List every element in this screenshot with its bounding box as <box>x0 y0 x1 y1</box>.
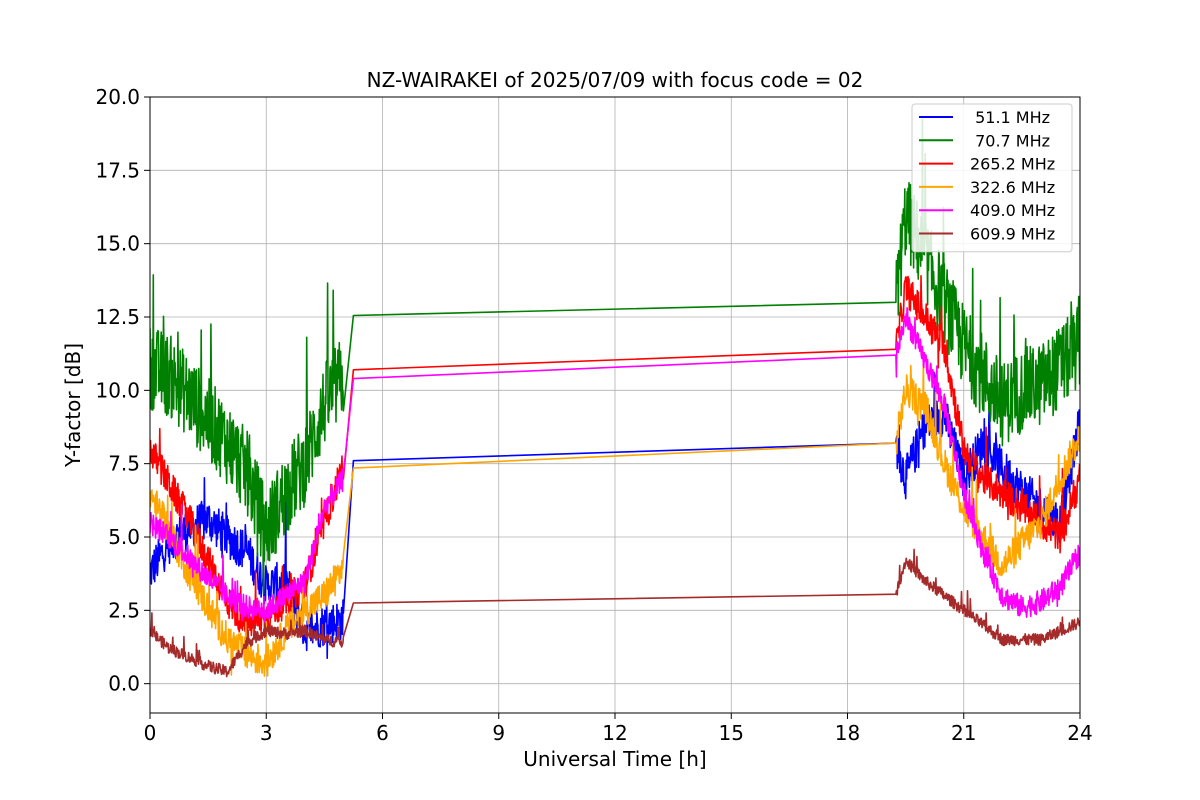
y-axis-label: Y-factor [dB] <box>61 343 85 468</box>
y-tick-label: 10.0 <box>95 378 140 402</box>
x-tick-label: 24 <box>1067 721 1092 745</box>
x-tick-label: 6 <box>376 721 389 745</box>
series-line-3 <box>150 356 1080 677</box>
y-tick-label: 7.5 <box>108 452 140 476</box>
x-tick-label: 12 <box>602 721 627 745</box>
x-tick-label: 15 <box>719 721 744 745</box>
y-tick-label: 20.0 <box>95 85 140 109</box>
y-tick-label: 12.5 <box>95 305 140 329</box>
x-tick-label: 18 <box>835 721 860 745</box>
legend-label: 322.6 MHz <box>970 178 1055 197</box>
series-layer <box>150 118 1080 678</box>
x-tick-label: 0 <box>144 721 157 745</box>
x-tick-label: 9 <box>492 721 505 745</box>
legend-label: 265.2 MHz <box>970 155 1055 174</box>
y-tick-label: 2.5 <box>108 598 140 622</box>
y-tick-label: 15.0 <box>95 232 140 256</box>
y-tick-label: 0.0 <box>108 672 140 696</box>
x-tick-label: 21 <box>951 721 976 745</box>
ticks: 0 3 6 9 12 15 18 21 24 0.0 2.5 5.0 7.5 10.0 12.5 15.0 17… <box>95 85 1092 745</box>
y-tick-label: 5.0 <box>108 525 140 549</box>
y-tick-label: 17.5 <box>95 158 140 182</box>
series-line-0 <box>150 372 1080 659</box>
legend: 51.1 MHz 70.7 MHz 265.2 MHz 322.6 MHz 409.0… <box>911 103 1073 253</box>
x-axis-label: Universal Time [h] <box>523 747 706 771</box>
legend-label: 609.9 MHz <box>970 225 1055 244</box>
legend-label: 70.7 MHz <box>970 131 1050 150</box>
x-tick-label: 3 <box>260 721 273 745</box>
chart-title: NZ-WAIRAKEI of 2025/07/09 with focus cod… <box>367 68 864 92</box>
series-line-4 <box>150 307 1080 633</box>
legend-label: 51.1 MHz <box>970 108 1050 127</box>
series-line-5 <box>150 548 1080 678</box>
series-line-1 <box>150 118 1080 595</box>
legend-label: 409.0 MHz <box>970 201 1055 220</box>
